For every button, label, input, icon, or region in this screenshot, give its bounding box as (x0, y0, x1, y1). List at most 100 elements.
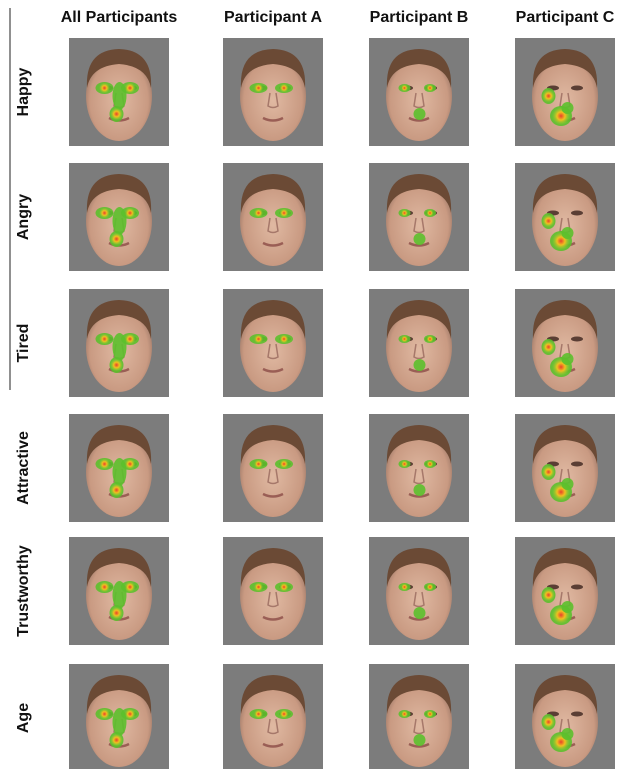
face (222, 664, 324, 769)
fixation-area (413, 734, 426, 746)
face-heatmap (222, 414, 324, 522)
face (222, 163, 324, 271)
fixation-peak (542, 465, 555, 479)
face (222, 289, 324, 397)
fixation-area (112, 333, 127, 361)
fixation-area (561, 728, 574, 740)
face-heatmap (68, 38, 170, 146)
row-label: Happy (15, 67, 32, 116)
face (368, 289, 470, 397)
face-heatmap (514, 537, 616, 645)
fixation-peak (542, 715, 555, 729)
face-heatmap (222, 38, 324, 146)
face (222, 537, 324, 645)
fixation-peak (110, 606, 123, 620)
face (368, 38, 470, 146)
face-heatmap (68, 414, 170, 522)
fixation-peak (124, 581, 136, 593)
fixation-peak (279, 459, 289, 469)
fixation-peak (110, 107, 123, 121)
fixation-peak (426, 583, 434, 591)
fixation-peak (110, 232, 123, 246)
fixation-peak (254, 582, 263, 592)
fixation-peak (426, 209, 434, 217)
face-heatmap (68, 163, 170, 271)
fixation-area (413, 359, 426, 371)
face-heatmap (514, 289, 616, 397)
fixation-peak (542, 340, 555, 354)
fixation-peak (124, 458, 136, 470)
face-heatmap (222, 664, 324, 769)
fixation-peak (254, 334, 263, 344)
fixation-peak (99, 82, 110, 94)
face-heatmap (368, 38, 470, 146)
face-heatmap (222, 163, 324, 271)
fixation-peak (400, 583, 409, 591)
fixation-area (112, 458, 127, 486)
fixation-peak (124, 82, 136, 94)
fixation-peak (254, 709, 263, 719)
face-heatmap (368, 163, 470, 271)
face (514, 289, 616, 397)
face-heatmap (222, 537, 324, 645)
fixation-peak (124, 708, 136, 720)
fixation-peak (99, 333, 110, 345)
fixation-peak (254, 459, 263, 469)
row-label: Age (15, 703, 32, 733)
column-header: Participant C (516, 9, 615, 26)
fixation-area (112, 207, 127, 235)
fixation-peak (99, 581, 110, 593)
fixation-peak (279, 709, 289, 719)
row-label: Angry (15, 194, 32, 240)
face (368, 537, 470, 645)
fixation-peak (400, 460, 409, 468)
fixation-peak (254, 83, 263, 93)
fixation-area (112, 581, 127, 609)
face (368, 414, 470, 522)
face (514, 414, 616, 522)
fixation-peak (400, 84, 409, 92)
fixation-peak (542, 588, 555, 602)
fixation-area (413, 233, 426, 245)
face-heatmap (514, 664, 616, 769)
fixation-peak (99, 458, 110, 470)
fixation-peak (124, 207, 136, 219)
face (368, 163, 470, 271)
fixation-peak (279, 582, 289, 592)
fixation-peak (279, 208, 289, 218)
face (514, 664, 616, 769)
fixation-peak (542, 214, 555, 228)
fixation-peak (279, 83, 289, 93)
row-label: Attractive (15, 431, 32, 505)
fixation-area (112, 708, 127, 736)
face (514, 537, 616, 645)
face-heatmap (368, 289, 470, 397)
fixation-peak (426, 710, 434, 718)
face-heatmap (514, 414, 616, 522)
fixation-area (561, 227, 574, 239)
fixation-peak (110, 733, 123, 747)
face-heatmap (368, 664, 470, 769)
face-heatmap (68, 289, 170, 397)
face-heatmap (68, 664, 170, 769)
fixation-area (413, 108, 426, 120)
fixation-area (561, 601, 574, 613)
fixation-peak (400, 209, 409, 217)
face (222, 38, 324, 146)
fixation-peak (124, 333, 136, 345)
fixation-peak (279, 334, 289, 344)
face (222, 414, 324, 522)
fixation-peak (254, 208, 263, 218)
fixation-area (413, 607, 426, 619)
face-heatmap (368, 537, 470, 645)
face (368, 664, 470, 769)
face-heatmap (368, 414, 470, 522)
row-label: Tired (15, 324, 32, 363)
face-heatmap (222, 289, 324, 397)
fixation-peak (400, 710, 409, 718)
fixation-peak (110, 483, 123, 497)
column-header: Participant A (224, 9, 323, 26)
fixation-peak (99, 708, 110, 720)
